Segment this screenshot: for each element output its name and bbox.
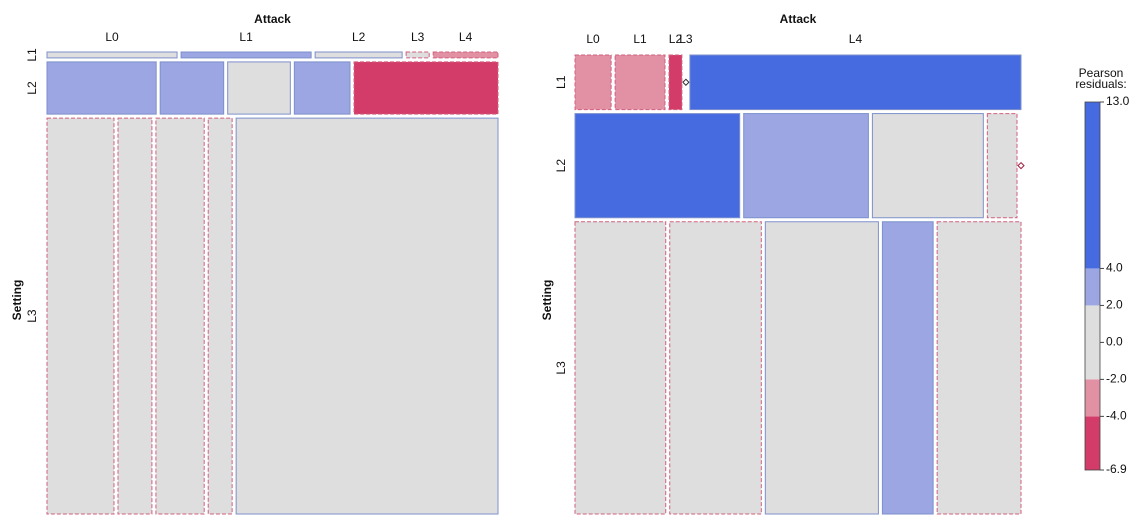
legend-tick-label: 0.0: [1106, 335, 1123, 349]
mosaic-tile: [986, 113, 1018, 219]
row-label: L3: [25, 309, 39, 323]
column-label: L0: [105, 30, 119, 44]
mosaic-tile: [235, 117, 499, 515]
mosaic-tile: [46, 51, 178, 59]
row-label: L1: [554, 75, 568, 89]
column-label: L4: [849, 32, 863, 46]
row-label: L2: [25, 81, 39, 95]
legend-tick-label: 2.0: [1106, 298, 1123, 312]
legend-tick-label: 4.0: [1106, 261, 1123, 275]
mosaic-tile: [46, 61, 157, 115]
legend-band: [1085, 416, 1100, 470]
mosaic-tile: [46, 117, 115, 515]
column-label: L1: [633, 32, 647, 46]
mosaic-tile: [574, 221, 667, 515]
legend-band: [1085, 102, 1100, 269]
mosaic-tile: [743, 113, 869, 219]
legend-band: [1085, 379, 1100, 417]
legend-frame: [1084, 101, 1101, 471]
x-axis-title: Attack: [254, 12, 291, 26]
mosaic-tile: [871, 113, 984, 219]
mosaic-tile: [207, 117, 233, 515]
mosaic-tile: [117, 117, 153, 515]
mosaic-tile: [614, 54, 666, 111]
mosaic-tile: [353, 61, 499, 115]
mosaic-tile: [159, 61, 225, 115]
mosaic-tile: [227, 61, 291, 115]
mosaic-tile: [936, 221, 1022, 515]
empty-tile-marker: [682, 78, 690, 86]
legend-title: Pearson: [1079, 66, 1124, 80]
mosaic-tile: [669, 221, 762, 515]
legend-tick-label: -2.0: [1106, 372, 1127, 386]
row-label: L2: [554, 159, 568, 173]
mosaic-tile: [314, 51, 403, 59]
legend-title: residuals:: [1075, 77, 1126, 91]
legend-tick-label: 13.0: [1106, 94, 1130, 108]
mosaic-tile: [881, 221, 934, 515]
legend-tick-label: -6.9: [1106, 462, 1127, 476]
mosaic-tile: [155, 117, 205, 515]
mosaic-tile: [574, 54, 612, 111]
mosaic-tile: [764, 221, 879, 515]
mosaic-tile: [180, 51, 312, 59]
legend-tick-label: -4.0: [1106, 409, 1127, 423]
column-label: L2: [669, 32, 683, 46]
y-axis-title: Setting: [10, 280, 24, 321]
mosaic-tile: [574, 113, 741, 219]
mosaic-tile: [689, 54, 1022, 111]
column-label: L0: [586, 32, 600, 46]
column-label: L1: [239, 30, 253, 44]
column-label: L3: [411, 30, 425, 44]
mosaic-tile: [668, 54, 683, 111]
mosaic-tile: [293, 61, 351, 115]
column-label: L2: [352, 30, 366, 44]
y-axis-title: Setting: [540, 280, 554, 321]
mosaic-tile: [432, 51, 499, 59]
row-label: L1: [25, 48, 39, 62]
column-label: L3: [679, 32, 693, 46]
empty-tile-marker: [1017, 161, 1025, 170]
column-label: L4: [459, 30, 473, 44]
legend-band: [1085, 268, 1100, 306]
row-label: L3: [554, 361, 568, 375]
legend-band: [1085, 305, 1100, 380]
x-axis-title: Attack: [780, 12, 817, 26]
mosaic-tile: [405, 51, 430, 59]
